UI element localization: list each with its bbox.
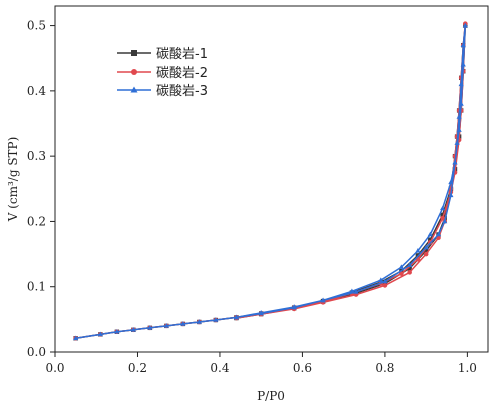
data-point-s1 xyxy=(428,237,433,242)
x-tick-label: 0.4 xyxy=(210,361,229,375)
x-axis: 0.0 0.2 0.4 0.6 0.8 1.0 xyxy=(45,352,477,375)
y-tick-label: 0.1 xyxy=(27,280,46,294)
legend-entry-2: 碳酸岩-2 xyxy=(117,66,208,81)
data-point-s2 xyxy=(423,251,429,257)
data-point-s3 xyxy=(415,248,421,253)
data-point-s3 xyxy=(114,328,120,334)
data-point-s1 xyxy=(440,212,445,218)
data-point-s3 xyxy=(163,323,169,328)
data-point-s2 xyxy=(382,283,388,288)
data-point-s3 xyxy=(233,314,240,320)
data-point-s3 xyxy=(460,42,466,47)
data-point-s3 xyxy=(353,289,359,294)
legend-marker-2 xyxy=(131,69,137,75)
data-point-s3 xyxy=(147,325,153,330)
data-point-s3 xyxy=(398,264,404,269)
series-layer xyxy=(73,21,468,341)
data-point-s3 xyxy=(291,304,297,310)
x-tick-label: 0.6 xyxy=(293,361,312,375)
data-point-s1 xyxy=(407,266,412,271)
data-point-s3 xyxy=(458,81,464,87)
data-point-s3 xyxy=(73,335,79,341)
legend-label-2: 碳酸岩-2 xyxy=(156,66,208,81)
data-point-s3 xyxy=(423,244,429,250)
data-point-s3 xyxy=(213,317,219,322)
y-tick-label: 0.2 xyxy=(27,214,46,228)
x-axis-title: P/P0 xyxy=(257,389,285,403)
data-point-s3 xyxy=(456,114,462,119)
data-point-s2 xyxy=(440,215,445,221)
data-point-s3 xyxy=(456,127,462,132)
legend-label-1: 碳酸岩-1 xyxy=(156,47,208,62)
data-point-s3 xyxy=(180,321,186,326)
legend-marker-1 xyxy=(131,50,137,56)
data-point-s2 xyxy=(399,271,404,276)
legend-marker-3 xyxy=(130,86,138,93)
data-point-s3 xyxy=(454,140,460,145)
data-point-s2 xyxy=(407,270,412,275)
data-point-s3 xyxy=(460,61,466,67)
data-point-s3 xyxy=(407,262,413,267)
data-point-s3 xyxy=(452,159,458,165)
data-point-s3 xyxy=(440,205,446,211)
data-point-s3 xyxy=(458,101,464,106)
plot-frame xyxy=(54,5,489,353)
data-point-s3 xyxy=(442,218,448,224)
data-point-s3 xyxy=(462,22,468,28)
x-tick-label: 1.0 xyxy=(458,361,477,375)
data-point-s3 xyxy=(130,327,136,332)
data-point-s3 xyxy=(349,288,355,294)
data-point-s3 xyxy=(97,331,103,337)
data-point-s3 xyxy=(448,179,454,185)
x-tick-label: 0.0 xyxy=(45,361,64,375)
data-point-s3 xyxy=(320,297,326,303)
y-tick-label: 0.5 xyxy=(27,19,46,33)
data-point-s3 xyxy=(427,231,433,237)
data-point-s1 xyxy=(423,248,429,254)
y-axis: 0.0 0.1 0.2 0.3 0.4 0.5 xyxy=(27,19,55,359)
x-tick-label: 0.8 xyxy=(375,361,394,375)
data-point-s3 xyxy=(378,277,384,282)
y-tick-label: 0.3 xyxy=(27,149,46,163)
legend-entry-3: 碳酸岩-3 xyxy=(117,84,208,99)
data-point-s3 xyxy=(448,192,454,198)
y-tick-label: 0.0 xyxy=(27,345,46,359)
legend-entry-1: 碳酸岩-1 xyxy=(117,47,208,62)
data-point-s3 xyxy=(435,231,442,237)
data-point-s3 xyxy=(196,319,202,324)
y-axis-title: V (cm³/g STP) xyxy=(6,137,20,223)
y-tick-label: 0.4 xyxy=(27,84,46,98)
legend-label-3: 碳酸岩-3 xyxy=(156,84,208,99)
data-point-s3 xyxy=(382,278,388,284)
x-tick-label: 0.2 xyxy=(128,361,147,375)
data-point-s3 xyxy=(258,310,264,316)
legend: 碳酸岩-1 碳酸岩-2 碳酸岩-3 xyxy=(117,47,208,99)
